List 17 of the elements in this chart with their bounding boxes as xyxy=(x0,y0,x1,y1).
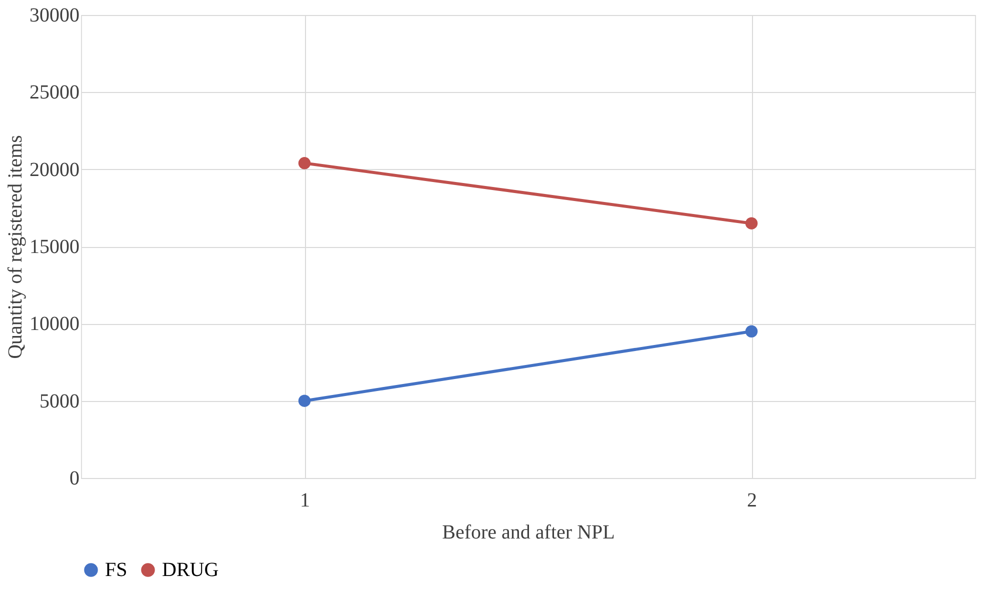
y-tick-label: 25000 xyxy=(30,82,80,104)
x-tick-label: 1 xyxy=(300,490,310,512)
y-tick-label: 0 xyxy=(70,468,80,490)
point xyxy=(745,217,758,230)
y-tick-label: 5000 xyxy=(40,390,80,412)
y-axis-title: Quantity of registered items xyxy=(4,134,26,359)
point xyxy=(745,325,758,338)
legend-label: FS xyxy=(105,559,128,581)
y-tick-label: 30000 xyxy=(30,4,80,26)
legend-label: DRUG xyxy=(162,559,219,581)
y-tick-label: 20000 xyxy=(30,158,80,181)
point xyxy=(298,157,311,170)
point xyxy=(298,394,311,407)
y-tick-label: 15000 xyxy=(30,236,80,258)
y-tick-label: 10000 xyxy=(30,313,80,336)
x-axis-title: Before and after NPL xyxy=(442,522,615,544)
x-tick-label: 2 xyxy=(747,490,757,512)
